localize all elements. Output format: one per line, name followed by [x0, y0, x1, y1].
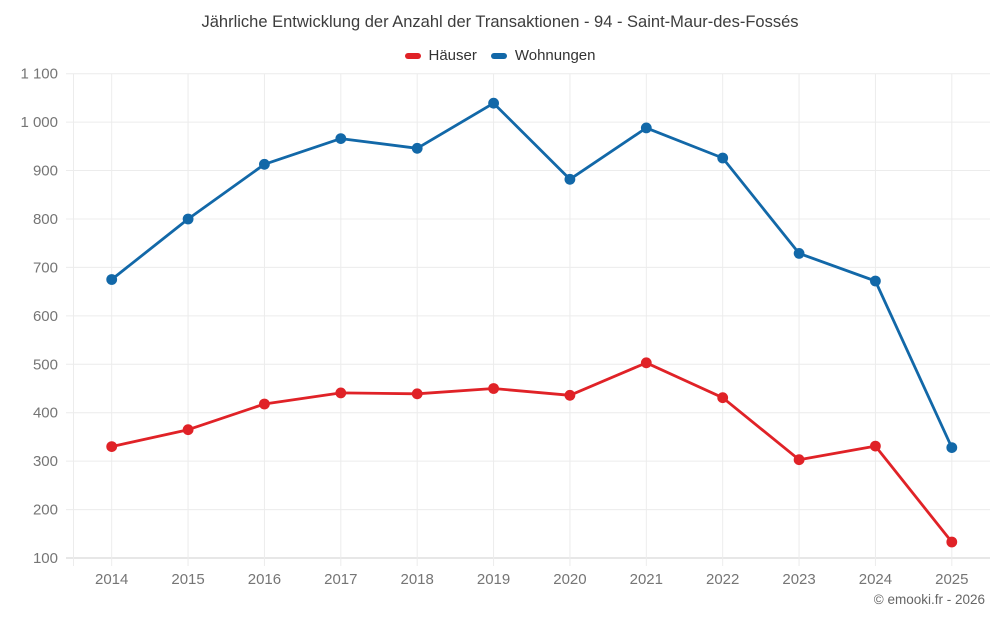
data-point[interactable]: [182, 213, 194, 225]
data-point[interactable]: [335, 133, 347, 145]
x-axis-tick-label: 2016: [248, 571, 281, 588]
data-point[interactable]: [106, 274, 118, 285]
data-point[interactable]: [640, 122, 652, 134]
data-point[interactable]: [793, 454, 805, 466]
x-axis-tick-label: 2017: [324, 571, 357, 588]
data-point[interactable]: [411, 142, 423, 154]
x-axis-tick-label: 2018: [401, 571, 434, 588]
y-axis-tick-label: 1 100: [20, 66, 58, 83]
y-axis-tick-label: 700: [33, 259, 58, 276]
data-point[interactable]: [106, 441, 118, 452]
data-point[interactable]: [870, 440, 881, 452]
data-point[interactable]: [640, 357, 652, 369]
legend-label-wohnungen: Wohnungen: [514, 47, 596, 64]
y-axis-tick-label: 100: [33, 550, 58, 567]
data-point[interactable]: [946, 536, 958, 548]
copyright-footer: © emooki.fr - 2026: [873, 592, 985, 607]
data-point[interactable]: [259, 158, 270, 170]
x-axis-tick-label: 2019: [477, 571, 510, 588]
x-axis-tick-label: 2014: [95, 571, 128, 588]
x-axis-tick-label: 2023: [782, 571, 815, 588]
wohnungen-series-marker-icon: [490, 52, 507, 59]
data-point[interactable]: [717, 392, 729, 404]
y-axis-tick-label: 900: [33, 163, 58, 180]
y-axis-tick-label: 1 000: [20, 114, 58, 131]
data-point[interactable]: [564, 389, 576, 401]
data-point[interactable]: [793, 248, 805, 259]
series-line-wohnungen: [110, 101, 954, 450]
x-axis-tick-label: 2021: [630, 571, 663, 588]
chart-title: Jährliche Entwicklung der Anzahl der Tra…: [201, 13, 799, 31]
data-point[interactable]: [182, 424, 194, 436]
data-point[interactable]: [335, 387, 347, 399]
x-axis-tick-label: 2020: [553, 571, 586, 588]
series-line-häuser: [110, 361, 954, 544]
y-axis-tick-label: 500: [33, 356, 58, 373]
y-axis-tick-label: 400: [33, 405, 58, 422]
data-point[interactable]: [259, 398, 270, 410]
data-point[interactable]: [411, 388, 423, 400]
y-axis-tick-label: 600: [33, 308, 58, 325]
legend-item-wohnungen[interactable]: Wohnungen: [490, 47, 596, 64]
y-axis-tick-label: 800: [33, 211, 58, 228]
legend-item-haeuser[interactable]: Häuser: [404, 47, 477, 64]
x-axis-tick-label: 2025: [935, 571, 968, 588]
x-axis-tick-label: 2015: [171, 571, 204, 588]
data-point[interactable]: [488, 97, 499, 109]
x-axis-tick-label: 2022: [706, 571, 739, 588]
data-point[interactable]: [946, 442, 958, 453]
chart-legend: Häuser Wohnungen: [0, 47, 1000, 64]
y-axis-tick-label: 300: [33, 453, 58, 470]
x-axis-tick-label: 2024: [859, 571, 892, 588]
data-point[interactable]: [870, 275, 881, 287]
legend-label-haeuser: Häuser: [428, 47, 477, 64]
haeuser-series-marker-icon: [404, 52, 421, 59]
y-axis-tick-label: 200: [33, 502, 58, 519]
data-point[interactable]: [564, 173, 576, 185]
data-point[interactable]: [717, 152, 729, 164]
data-point[interactable]: [488, 383, 499, 394]
